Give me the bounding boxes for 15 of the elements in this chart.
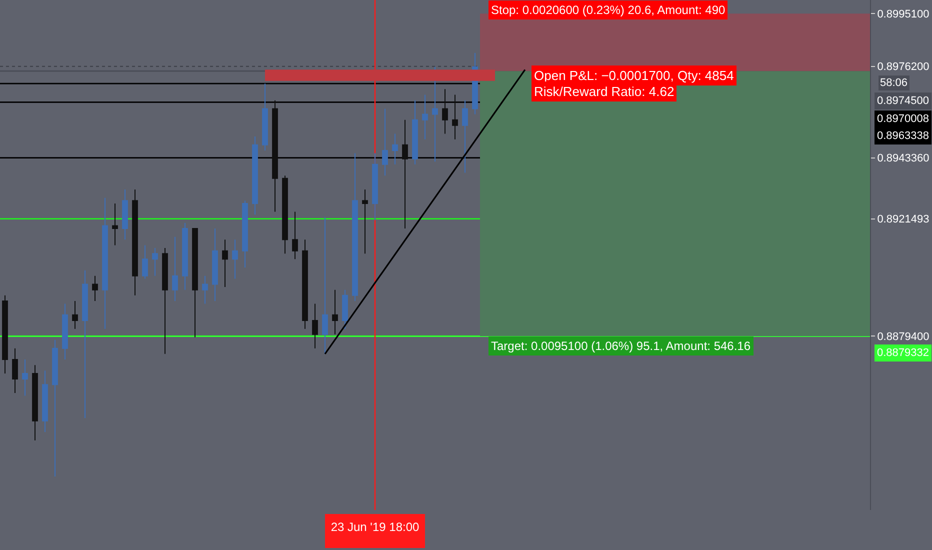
- y-tick-label: 0.8995100: [877, 8, 930, 21]
- y-tick-label: 0.8921493: [877, 214, 930, 226]
- annotation: Risk/Reward Ratio: 4.62: [534, 84, 674, 99]
- y-tick-label: 0.8976200: [877, 61, 930, 74]
- annotation: Open P&L: −0.0001700, Qty: 4854: [534, 68, 734, 83]
- band-label: Target: 0.0095100 (1.06%) 95.1, Amount: 546.16: [491, 339, 751, 353]
- x-tick-label: 23 Jun '19 18:00: [330, 520, 420, 534]
- text: 58:06: [880, 77, 908, 89]
- y-tick-label: 0.8879400: [877, 330, 930, 343]
- ref-line-label: 0.8879332: [877, 347, 929, 359]
- y-tick-label: 0.8943360: [877, 152, 930, 165]
- ref-line-label: 0.8970008: [877, 113, 929, 125]
- legend-label: 0.8974500: [877, 95, 929, 107]
- band-label: Stop: 0.0020600 (0.23%) 20.6, Amount: 490: [491, 3, 726, 17]
- ref-line-label: 0.8963338: [877, 130, 929, 142]
